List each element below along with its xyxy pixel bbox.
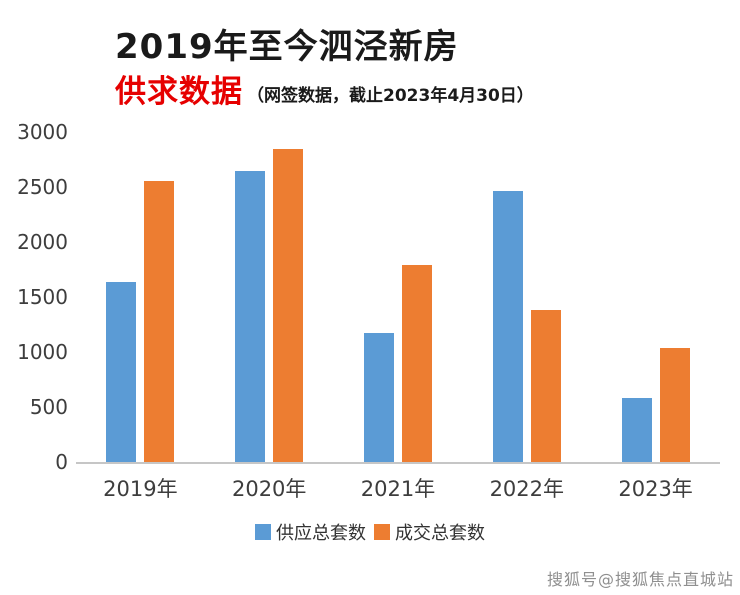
bar-供应总套数 [106, 282, 137, 462]
bar-group [334, 132, 463, 462]
x-axis: 2019年 2020年 2021年 2022年 2023年 [76, 464, 720, 503]
bar-group [205, 132, 334, 462]
y-tick-label: 0 [55, 449, 68, 474]
y-tick-label: 1500 [17, 284, 68, 309]
x-tick-label: 2020年 [231, 476, 307, 501]
bar-group [462, 132, 591, 462]
y-tick-label: 2000 [17, 229, 68, 254]
legend-swatch-icon [374, 523, 390, 540]
bar-成交总套数 [144, 181, 175, 462]
y-tick-label: 1000 [17, 339, 68, 364]
x-tick-label: 2022年 [489, 476, 565, 501]
bar-成交总套数 [401, 264, 432, 462]
y-tick-label: 500 [29, 394, 68, 419]
x-tick-label: 2023年 [618, 476, 693, 501]
chart-body: 0 500 1000 1500 2000 2500 3000 2019年 2020年 2021年… [10, 120, 730, 503]
y-tick-label: 2500 [17, 174, 68, 199]
chart-title-highlight: 供求数据 [115, 73, 243, 110]
legend-label: 供应总套数 [276, 522, 366, 544]
legend-label: 成交总套数 [395, 522, 485, 544]
y-axis: 0 500 1000 1500 2000 2500 3000 [16, 120, 76, 474]
bar-成交总套数 [659, 348, 690, 462]
bar-成交总套数 [273, 149, 304, 462]
bar-供应总套数 [492, 190, 523, 462]
bar-供应总套数 [235, 171, 266, 462]
plot-wrap: 2019年 2020年 2021年 2022年 2023年 [76, 132, 720, 503]
bar-chart: 0 500 1000 1500 2000 2500 3000 2019年 2020年 2021年… [10, 120, 730, 545]
bar-供应总套数 [621, 397, 652, 462]
bar-供应总套数 [363, 332, 394, 462]
bar-group [591, 132, 720, 462]
bar-成交总套数 [530, 309, 561, 462]
chart-title-line1: 2019年至今泗泾新房 [115, 27, 459, 67]
chart-header: 2019年至今泗泾新房 供求数据 （网签数据，截止2023年4月30日） [0, 0, 740, 108]
legend: 供应总套数 成交总套数 [10, 519, 730, 545]
legend-item: 成交总套数 [374, 519, 485, 545]
chart-title-note: （网签数据，截止2023年4月30日） [247, 85, 534, 106]
legend-swatch-icon [255, 523, 271, 540]
x-tick-label: 2021年 [360, 476, 436, 501]
y-tick-label: 3000 [17, 119, 68, 144]
legend-item: 供应总套数 [255, 519, 366, 545]
watermark: 搜狐号@搜狐焦点直城站 [546, 570, 734, 589]
chart-title-line2: 供求数据 （网签数据，截止2023年4月30日） [115, 73, 740, 110]
x-tick-label: 2019年 [103, 476, 178, 501]
plot-area [76, 132, 720, 464]
bar-group [76, 132, 205, 462]
